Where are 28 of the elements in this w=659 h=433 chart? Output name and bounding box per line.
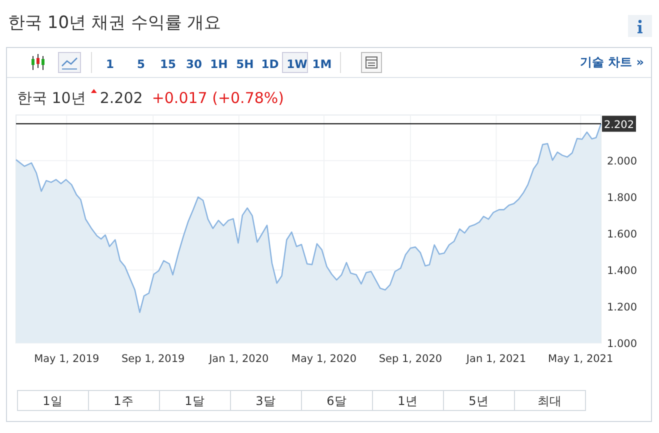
text: 최대 <box>538 394 562 408</box>
x-tick-label: Sep 1, 2019 <box>122 353 185 365</box>
y-tick-label: 1.400 <box>606 265 638 278</box>
text: 6달 <box>326 394 346 408</box>
x-tick-label: May 1, 2021 <box>548 353 614 365</box>
y-tick-label: 1.800 <box>606 192 638 204</box>
chart-title: 한국 10년 채권 수익률 개요 <box>8 13 222 33</box>
text: +0.017 (+0.78%) <box>152 89 284 107</box>
y-tick-label: 1.200 <box>606 302 638 314</box>
chart-subtitle: 한국 10년 <box>17 89 86 107</box>
ref-line-label: 2.202 <box>604 118 634 131</box>
x-tick-label: Jan 1, 2020 <box>208 353 269 365</box>
text: 기술 차트 » <box>580 55 644 69</box>
y-tick-label: 1.000 <box>606 338 638 350</box>
y-tick-label: 2.000 <box>606 156 638 168</box>
text: 1 5 15 30 1H 5H 1D 1W 1M <box>106 57 332 71</box>
x-tick-label: Sep 1, 2020 <box>378 353 442 365</box>
x-tick-label: May 1, 2020 <box>291 353 357 365</box>
y-tick-label: 1.600 <box>606 228 638 241</box>
x-tick-label: Jan 1, 2021 <box>465 353 526 365</box>
text: 5년 <box>468 394 488 408</box>
text: 1일 <box>42 394 62 408</box>
text: 1년 <box>398 394 418 408</box>
text: 1주 <box>114 394 134 408</box>
x-tick-label: May 1, 2019 <box>34 353 100 365</box>
text: 3달 <box>256 394 276 408</box>
text: 1달 <box>184 394 204 408</box>
text: 2.202 <box>100 89 143 107</box>
